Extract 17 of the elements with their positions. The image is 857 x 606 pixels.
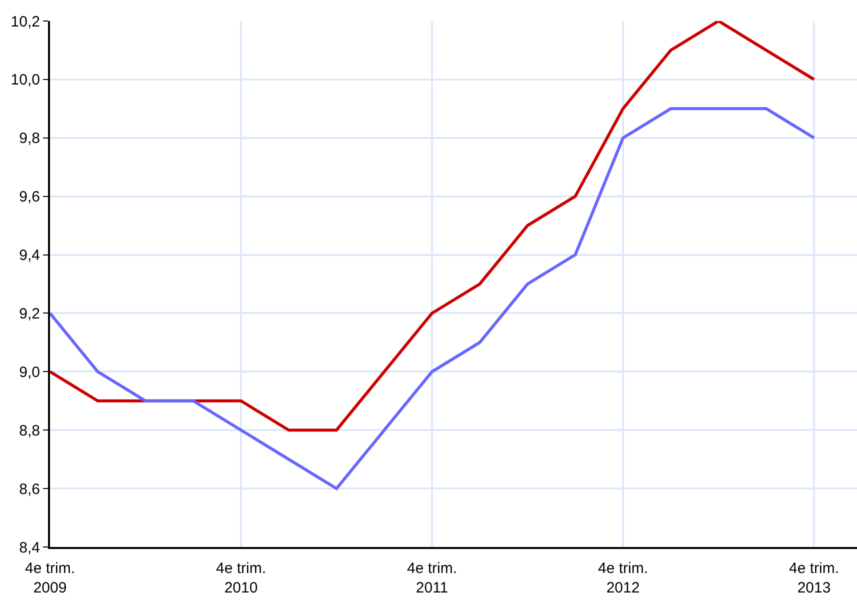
x-tick-label: 4e trim. 2013	[789, 560, 840, 596]
y-tick-label: 9,0	[19, 364, 40, 381]
x-tick-label: 4e trim. 2009	[24, 560, 76, 596]
y-tick-label: 9,4	[19, 247, 40, 264]
line-series	[50, 107, 816, 490]
y-tick-label: 9,2	[19, 305, 40, 322]
y-tick-label: 9,8	[19, 130, 40, 148]
y-tick-label: 10,0	[10, 72, 40, 89]
x-tick-label: 4e trim. 2011	[407, 560, 458, 596]
y-tick-label: 8,8	[19, 422, 40, 440]
y-tick-label: 8,4	[19, 539, 40, 556]
x-tick-label: 4e trim. 2012	[598, 560, 648, 596]
y-tick-label: 8,6	[19, 480, 40, 498]
line-series	[50, 21, 816, 432]
x-tick-label: 4e trim. 2010	[216, 560, 266, 596]
y-tick-label: 9,6	[19, 188, 40, 206]
y-tick-label: 10,2	[10, 13, 40, 30]
